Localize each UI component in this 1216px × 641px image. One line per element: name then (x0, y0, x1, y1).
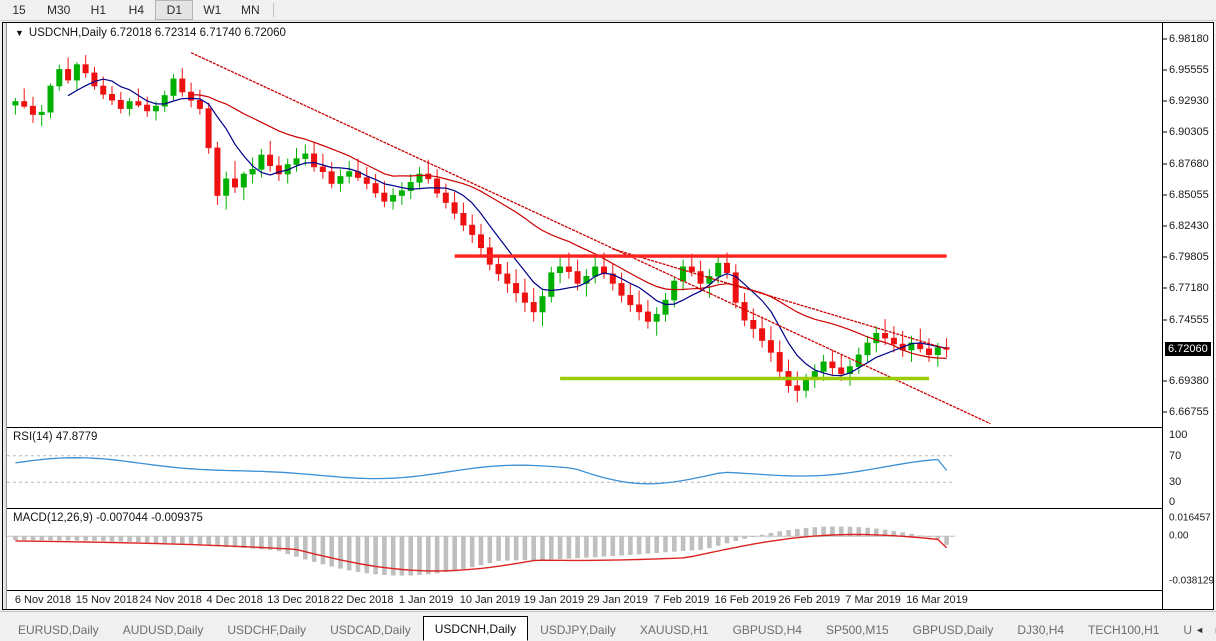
tab-scroll-right-icon[interactable]: ► (1214, 619, 1216, 641)
chart-tab-xauusd-h1[interactable]: XAUUSD,H1 (639, 623, 709, 637)
price-scale-tick (1163, 69, 1167, 71)
timeframe-button-m30[interactable]: M30 (47, 3, 71, 17)
price-scale-tick (1163, 380, 1167, 382)
price-scale-tick (1163, 194, 1167, 196)
macd-canvas (7, 526, 955, 576)
rsi-pane[interactable]: RSI(14) 47.8779 (7, 429, 1162, 509)
date-axis-label: 16 Mar 2019 (906, 594, 968, 606)
chart-vertical-scrollbar[interactable] (3, 23, 7, 609)
price-scale[interactable]: 6.98180 6.95555 6.92930 6.90305 6.87680 6.850… (1162, 23, 1213, 609)
rsi-canvas (7, 455, 955, 485)
chart-tab-usdcnh-daily[interactable]: USDCNH,Daily (422, 616, 529, 641)
chart-header: ▼ USDCNH,Daily 6.72018 6.72314 6.71740 6… (15, 27, 286, 39)
chart-header-text: USDCNH,Daily 6.72018 6.72314 6.71740 6.7… (28, 27, 286, 39)
chart-tab-sp500-m15[interactable]: SP500,M15 (825, 623, 889, 637)
price-pane[interactable]: ▼ USDCNH,Daily 6.72018 6.72314 6.71740 6… (7, 23, 1162, 428)
timeframe-button-h4[interactable]: H4 (128, 3, 145, 17)
timeframe-toolbar: 15 M30 H1 H4 D1 W1 MN (0, 0, 1216, 21)
timeframe-button-h1[interactable]: H1 (90, 3, 107, 17)
timeframe-button-m15[interactable]: 15 (12, 3, 26, 17)
chart-tab-gbpusd-daily[interactable]: GBPUSD,Daily (912, 623, 994, 637)
timeframe-button-mn[interactable]: MN (241, 3, 260, 17)
price-scale-tick (1163, 411, 1167, 413)
price-scale-label: 6.79805 (1169, 251, 1209, 264)
rsi-scale-label: 30 (1169, 476, 1182, 489)
current-price-tag: 6.72060 (1165, 342, 1211, 357)
toolbar-separator (273, 3, 275, 17)
date-axis-label: 19 Jan 2019 (523, 594, 585, 606)
rsi-scale-label: 0 (1169, 496, 1176, 508)
date-axis-label: 7 Mar 2019 (845, 594, 901, 606)
chart-tab-usdcad-daily[interactable]: USDCAD,Daily (330, 623, 411, 637)
chart-tab-bar: EURUSD,Daily AUDUSD,Daily USDCHF,Daily USDC… (0, 611, 1216, 641)
price-scale-tick (1163, 256, 1167, 258)
price-scale-label: 6.77180 (1169, 282, 1209, 295)
price-scale-tick (1163, 225, 1167, 227)
date-axis-label: 15 Nov 2018 (75, 594, 139, 606)
timeframe-button-d1[interactable]: D1 (155, 0, 194, 20)
date-axis-label: 6 Nov 2018 (14, 594, 72, 606)
price-scale-label: 6.95555 (1169, 63, 1209, 76)
chart-menu-caret-icon[interactable]: ▼ (15, 27, 24, 38)
macd-pane[interactable]: MACD(12,26,9) -0.007044 -0.009375 (7, 510, 1162, 591)
date-axis-label: 10 Jan 2019 (459, 594, 521, 606)
date-axis-label: 13 Dec 2018 (267, 594, 330, 606)
macd-scale-label: 0.00 (1169, 530, 1189, 542)
price-scale-label: 6.85055 (1169, 188, 1209, 201)
chart-tab-u[interactable]: U (1183, 623, 1193, 637)
price-scale-tick (1163, 131, 1167, 133)
price-scale-label: 6.90305 (1169, 126, 1209, 139)
price-scale-label: 6.74555 (1169, 313, 1209, 326)
date-axis-label: 26 Feb 2019 (778, 594, 841, 606)
date-axis-label: 16 Feb 2019 (714, 594, 777, 606)
date-axis-label: 1 Jan 2019 (398, 594, 454, 606)
date-axis: 6 Nov 2018 15 Nov 2018 24 Nov 2018 4 Dec 20… (7, 592, 1162, 609)
price-scale-tick (1163, 163, 1167, 164)
chart-frame: ▼ USDCNH,Daily 6.72018 6.72314 6.71740 6… (2, 22, 1214, 610)
rsi-scale-label: 70 (1169, 449, 1182, 462)
date-axis-label: 24 Nov 2018 (139, 594, 202, 606)
date-axis-label: 29 Jan 2019 (587, 594, 648, 606)
price-scale-label: 6.69380 (1169, 375, 1209, 388)
price-scale-label: 6.98180 (1169, 32, 1209, 45)
chart-tab-usdjpy-daily[interactable]: USDJPY,Daily (540, 623, 616, 637)
price-scale-tick (1163, 38, 1167, 40)
price-scale-tick (1163, 319, 1167, 321)
chart-tab-dj30-h4[interactable]: DJ30,H4 (1017, 623, 1065, 637)
price-scale-label: 6.82430 (1169, 220, 1209, 232)
rsi-scale-label: 100 (1169, 429, 1188, 441)
chart-tab-audusd-daily[interactable]: AUDUSD,Daily (122, 623, 204, 637)
macd-title: MACD(12,26,9) -0.007044 -0.009375 (13, 512, 203, 524)
price-scale-label: 6.87680 (1169, 157, 1209, 170)
chart-tab-gbpusd-h4[interactable]: GBPUSD,H4 (732, 623, 802, 637)
price-scale-tick (1163, 287, 1167, 289)
date-axis-label: 7 Feb 2019 (653, 594, 710, 606)
timeframe-button-w1[interactable]: W1 (203, 3, 222, 17)
price-scale-label: 6.66755 (1169, 406, 1209, 419)
chart-tab-eurusd-daily[interactable]: EURUSD,Daily (18, 623, 99, 637)
chart-tab-tech100-h1[interactable]: TECH100,H1 (1088, 623, 1160, 637)
tab-scroll-left-icon[interactable]: ◄ (1195, 625, 1205, 635)
chart-tab-usdchf-daily[interactable]: USDCHF,Daily (227, 623, 307, 637)
macd-scale-label: -0.038129 (1169, 575, 1214, 587)
price-scale-label: 6.92930 (1169, 95, 1209, 108)
price-scale-tick (1163, 100, 1167, 102)
rsi-title: RSI(14) 47.8779 (13, 431, 98, 443)
macd-scale-label: 0.016457 (1169, 512, 1211, 524)
date-axis-label: 22 Dec 2018 (331, 594, 394, 606)
date-axis-label: 4 Dec 2018 (206, 594, 263, 606)
price-chart-canvas (12, 52, 991, 425)
